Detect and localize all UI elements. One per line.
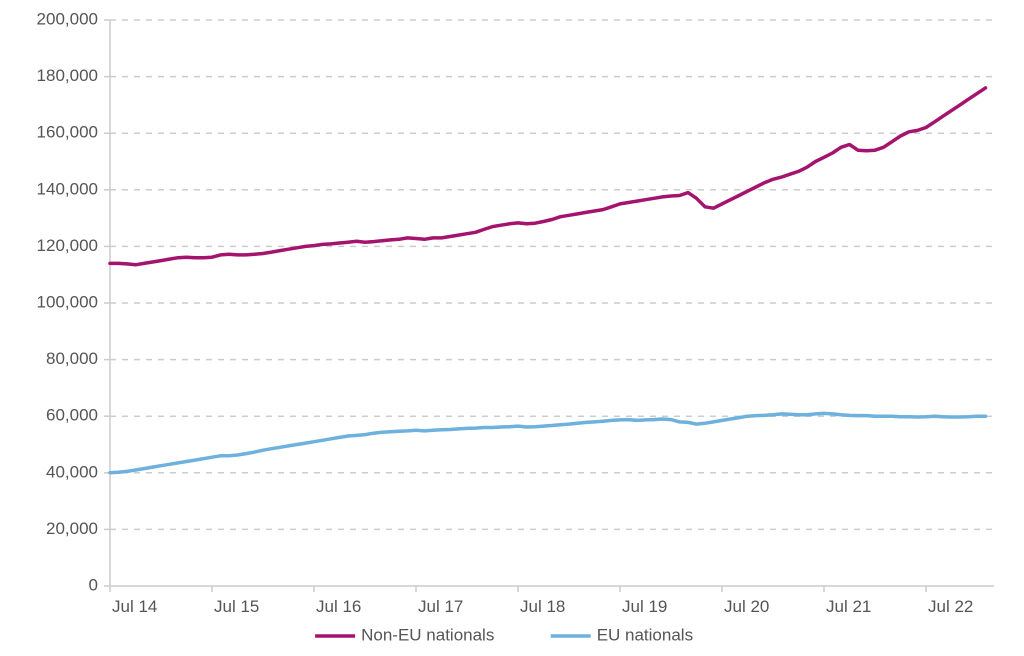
y-tick-label: 100,000 (37, 292, 98, 311)
x-tick-label: Jul 15 (214, 597, 259, 616)
y-tick-label: 80,000 (46, 349, 98, 368)
y-tick-label: 200,000 (37, 9, 98, 28)
line-chart: 0 20,000 40,000 60,000 80,000 100,000 120,000 1… (0, 0, 1024, 656)
x-tick-label: Jul 17 (418, 597, 463, 616)
x-tick-label: Jul 19 (622, 597, 667, 616)
x-tick-label: Jul 18 (520, 597, 565, 616)
y-tick-label: 140,000 (37, 179, 98, 198)
y-tick-label: 180,000 (37, 66, 98, 85)
x-tick-label: Jul 22 (928, 597, 973, 616)
x-tick-label: Jul 14 (112, 597, 157, 616)
y-tick-label: 40,000 (46, 462, 98, 481)
legend-label: Non-EU nationals (361, 625, 494, 644)
y-tick-label: 0 (89, 575, 98, 594)
y-tick-label: 120,000 (37, 236, 98, 255)
x-tick-label: Jul 20 (724, 597, 769, 616)
legend-label: EU nationals (597, 625, 693, 644)
x-tick-label: Jul 16 (316, 597, 361, 616)
y-tick-label: 160,000 (37, 123, 98, 142)
y-tick-label: 20,000 (46, 519, 98, 538)
chart-svg: 0 20,000 40,000 60,000 80,000 100,000 120,000 1… (0, 0, 1024, 656)
x-tick-label: Jul 21 (826, 597, 871, 616)
y-tick-label: 60,000 (46, 406, 98, 425)
